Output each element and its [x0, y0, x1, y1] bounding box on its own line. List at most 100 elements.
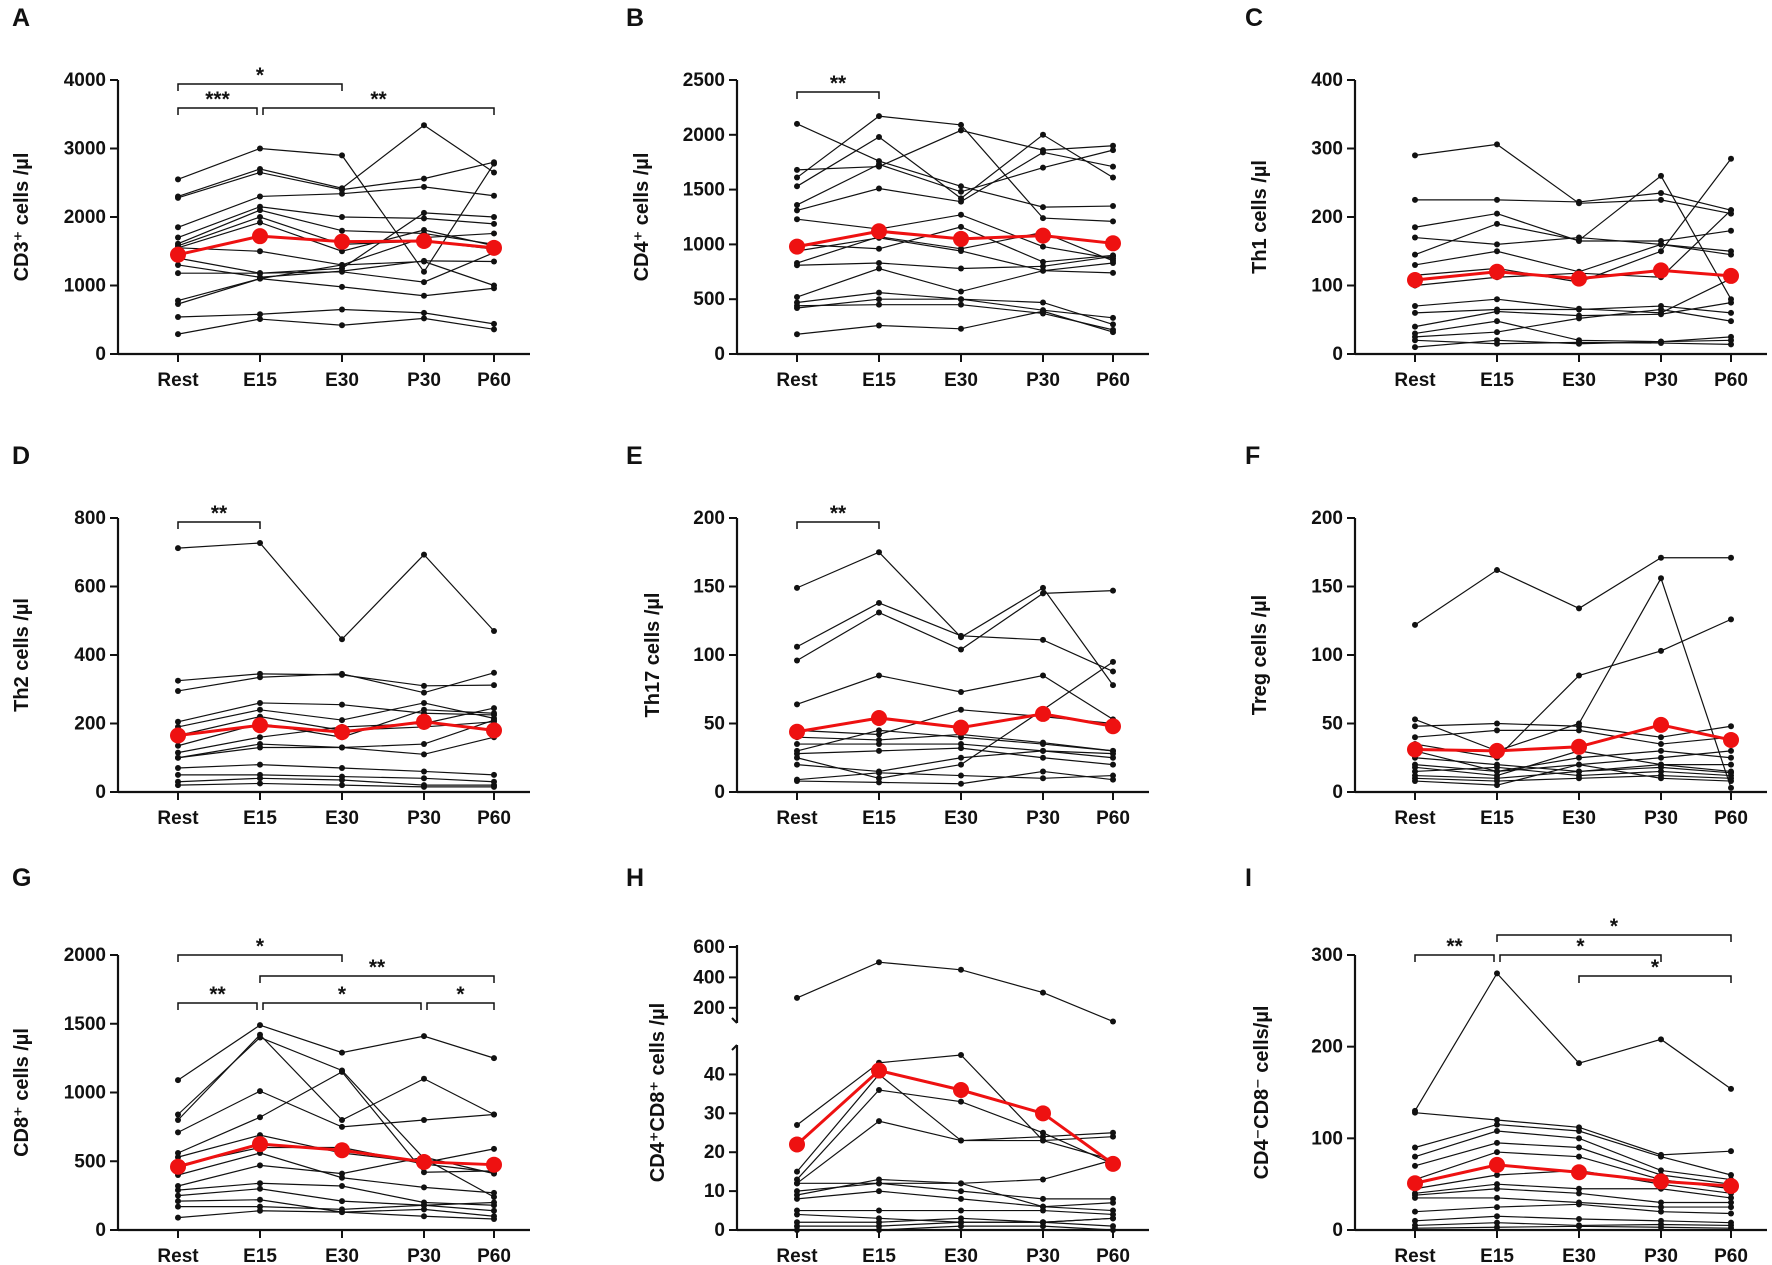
mean-point: [789, 238, 805, 255]
individual-point: [175, 718, 181, 725]
individual-point: [794, 1180, 800, 1187]
individual-point: [491, 1194, 497, 1200]
individual-point: [1658, 768, 1664, 775]
individual-point: [257, 1180, 263, 1187]
individual-point: [1576, 775, 1582, 782]
individual-point: [1040, 215, 1046, 222]
individual-point: [958, 198, 964, 205]
individual-point: [876, 727, 882, 734]
x-tick-label: P30: [1026, 1246, 1060, 1265]
mean-point: [1723, 731, 1739, 748]
individual-point: [1728, 1172, 1734, 1178]
mean-point: [1407, 272, 1423, 289]
individual-point: [421, 768, 427, 775]
individual-point: [257, 1114, 263, 1121]
individual-point: [421, 783, 427, 790]
mean-point: [1035, 227, 1051, 244]
individual-point: [421, 682, 427, 689]
individual-point: [1494, 1149, 1500, 1156]
y-tick-label: 2000: [683, 125, 725, 146]
panel-letter: I: [1245, 864, 1252, 892]
individual-line: [796, 674, 1114, 720]
significance-bracket: [177, 954, 343, 962]
individual-point: [1040, 754, 1046, 761]
individual-point: [421, 1202, 427, 1209]
panel-letter: G: [12, 864, 31, 892]
individual-point: [1576, 727, 1582, 734]
x-tick-label: P30: [1644, 1246, 1678, 1265]
individual-point: [1110, 1215, 1116, 1222]
y-tick-label: 400: [693, 967, 725, 988]
individual-point: [175, 314, 181, 321]
individual-point: [1040, 775, 1046, 782]
individual-point: [421, 1213, 427, 1220]
individual-point: [421, 209, 427, 216]
y-tick-label: 100: [1311, 645, 1343, 666]
x-tick-label: P60: [1714, 808, 1748, 829]
individual-line: [1414, 158, 1732, 283]
individual-point: [339, 636, 345, 643]
significance-bracket: [177, 107, 258, 115]
y-axis-label: CD4⁻CD8⁻ cells/µl: [1251, 1006, 1273, 1180]
individual-point: [1494, 141, 1500, 148]
individual-point: [958, 706, 964, 713]
individual-point: [257, 1022, 263, 1029]
y-tick-label: 1000: [683, 234, 725, 255]
individual-point: [1110, 668, 1116, 675]
panel-c: C Th1 cells /µl 0 100 200 300 400 Rest E15 E30 P30…: [1245, 4, 1767, 391]
individual-point: [876, 133, 882, 140]
individual-point: [1110, 314, 1116, 321]
individual-point: [339, 1170, 345, 1177]
mean-point: [1105, 718, 1121, 735]
individual-point: [876, 1118, 882, 1125]
individual-point: [1040, 299, 1046, 306]
individual-line: [796, 298, 1114, 319]
individual-point: [175, 1111, 181, 1118]
individual-point: [1412, 734, 1418, 741]
individual-point: [175, 176, 181, 183]
mean-point: [789, 723, 805, 740]
x-tick-label: P60: [1096, 1246, 1130, 1265]
individual-point: [175, 261, 181, 268]
individual-point: [421, 315, 427, 322]
individual-point: [1040, 1137, 1046, 1144]
y-axis-label: CD8⁺ cells /µl: [11, 1028, 33, 1157]
individual-point: [1110, 1199, 1116, 1206]
individual-point: [1728, 251, 1734, 258]
mean-point: [1035, 705, 1051, 722]
mean-point: [486, 722, 502, 739]
individual-point: [491, 258, 497, 265]
significance-label: **: [369, 956, 386, 979]
individual-point: [958, 1207, 964, 1214]
individual-point: [1494, 220, 1500, 227]
mean-point: [1723, 267, 1739, 284]
individual-point: [876, 731, 882, 738]
individual-point: [958, 780, 964, 787]
mean-point: [789, 1136, 805, 1153]
individual-point: [257, 734, 263, 741]
individual-point: [794, 183, 800, 190]
individual-point: [421, 292, 427, 299]
y-tick-label: 0: [1332, 344, 1343, 365]
individual-point: [175, 1203, 181, 1210]
individual-point: [1110, 658, 1116, 665]
individual-point: [1110, 142, 1116, 149]
x-tick-label: E15: [1480, 370, 1514, 391]
individual-point: [794, 741, 800, 748]
individual-line: [1414, 308, 1732, 338]
x-tick-label: Rest: [157, 370, 199, 391]
individual-point: [257, 248, 263, 255]
individual-point: [1110, 754, 1116, 761]
individual-point: [958, 188, 964, 195]
individual-point: [491, 1145, 497, 1152]
individual-point: [1728, 1199, 1734, 1206]
individual-point: [958, 265, 964, 272]
individual-point: [257, 1207, 263, 1214]
y-tick-label: 150: [693, 577, 725, 598]
individual-line: [796, 123, 1114, 208]
individual-point: [876, 672, 882, 679]
individual-point: [339, 283, 345, 290]
mean-point: [252, 228, 268, 245]
individual-line: [1414, 143, 1732, 215]
individual-line: [796, 226, 1114, 263]
